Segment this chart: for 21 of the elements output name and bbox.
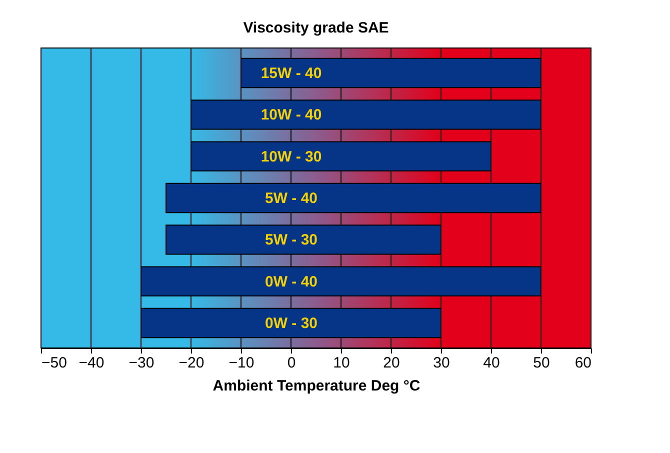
x-tick-label: −50 bbox=[42, 354, 67, 372]
y-tick-label: 5W - 30 bbox=[264, 232, 318, 249]
y-tick-label: 10W - 30 bbox=[260, 148, 322, 166]
x-tick-label: −20 bbox=[178, 354, 204, 372]
x-tick-label: 0 bbox=[287, 354, 296, 372]
x-axis-title: Ambient Temperature Deg °C bbox=[212, 378, 420, 394]
y-tick-label: 0W - 40 bbox=[264, 273, 318, 290]
x-tick-label: −10 bbox=[228, 354, 254, 372]
x-tick-label: −30 bbox=[128, 354, 154, 372]
x-tick-label: 40 bbox=[483, 354, 500, 372]
x-tick-label: 30 bbox=[433, 354, 450, 372]
chart-title: Viscosity grade SAE bbox=[243, 20, 389, 36]
x-tick-label: 10 bbox=[333, 354, 350, 372]
y-tick-label: 10W - 40 bbox=[260, 106, 322, 124]
x-tick-label: −40 bbox=[78, 354, 104, 372]
y-tick-label: 15W - 40 bbox=[260, 65, 322, 82]
x-tick-label: 20 bbox=[383, 354, 400, 372]
x-tick-label: 60 bbox=[574, 354, 592, 372]
x-tick-label: 50 bbox=[533, 354, 550, 372]
y-tick-label: 5W - 40 bbox=[264, 190, 318, 207]
y-tick-label: 0W - 30 bbox=[264, 315, 318, 332]
